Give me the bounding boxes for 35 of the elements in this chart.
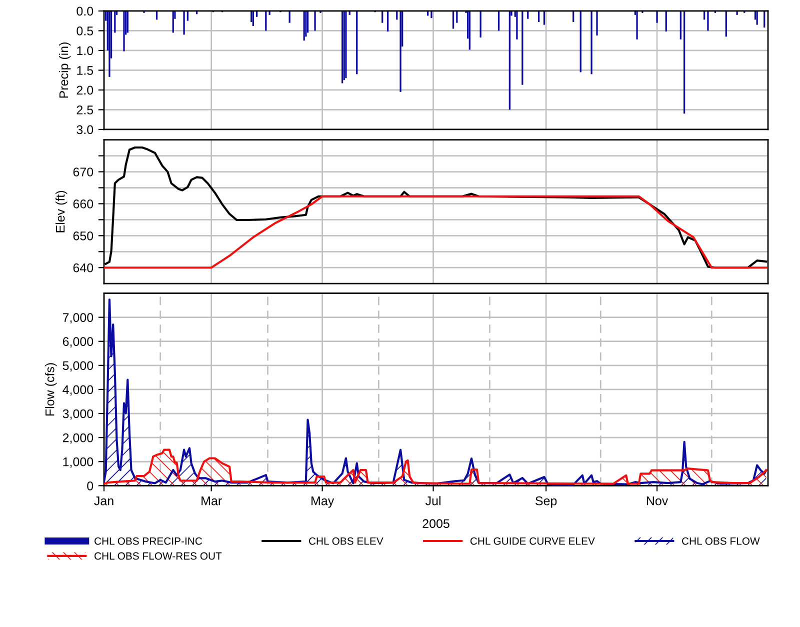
y-tick-label: 3.0 — [76, 125, 94, 134]
legend-label: CHL OBS FLOW — [682, 537, 760, 545]
x-tick-label: Jan — [94, 496, 114, 506]
y-tick-label: 6,000 — [62, 337, 94, 348]
legend-label: CHL OBS FLOW-RES OUT — [94, 552, 222, 560]
legend-label: CHL OBS ELEV — [309, 537, 384, 545]
x-tick-label: Mar — [202, 496, 222, 506]
y-tick-label: 0.0 — [76, 6, 94, 16]
y-axis-title: Flow (cfs) — [45, 363, 57, 416]
x-axis-title: 2005 — [422, 519, 450, 528]
legend-label: CHL OBS PRECIP-INC — [94, 537, 202, 545]
y-tick-label: 660 — [73, 200, 94, 208]
y-tick-label: 1,000 — [63, 457, 94, 468]
y-tick-label: 2,000 — [62, 433, 94, 444]
y-axis-title: Elev (ft) — [56, 190, 68, 232]
y-tick-label: 650 — [73, 231, 94, 240]
y-tick-label: 670 — [73, 168, 94, 176]
y-tick-label: 5,000 — [62, 361, 94, 372]
x-tick-label: Sep — [536, 496, 557, 508]
y-tick-label: 1.5 — [77, 66, 94, 75]
y-tick-label: 0 — [87, 481, 94, 490]
y-tick-label: 640 — [73, 263, 94, 272]
x-tick-label: Nov — [646, 496, 668, 506]
y-tick-label: 7,000 — [62, 313, 94, 324]
y-tick-label: 1.0 — [77, 46, 94, 56]
y-tick-label: 2.5 — [76, 106, 94, 114]
x-tick-label: May — [312, 496, 334, 508]
y-axis-title: Precip (in) — [59, 42, 71, 98]
y-tick-label: 2.0 — [76, 86, 94, 95]
x-tick-label: Jul — [425, 496, 440, 506]
legend-label: CHL GUIDE CURVE ELEV — [470, 537, 595, 545]
line-series — [104, 195, 768, 269]
y-tick-label: 4,000 — [62, 385, 94, 396]
y-tick-label: 3,000 — [62, 409, 94, 420]
y-tick-label: 0.5 — [76, 26, 94, 36]
